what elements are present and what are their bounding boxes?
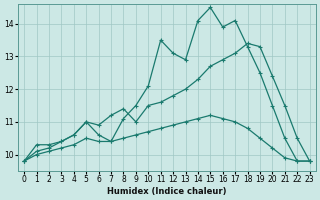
X-axis label: Humidex (Indice chaleur): Humidex (Indice chaleur) [107, 187, 227, 196]
